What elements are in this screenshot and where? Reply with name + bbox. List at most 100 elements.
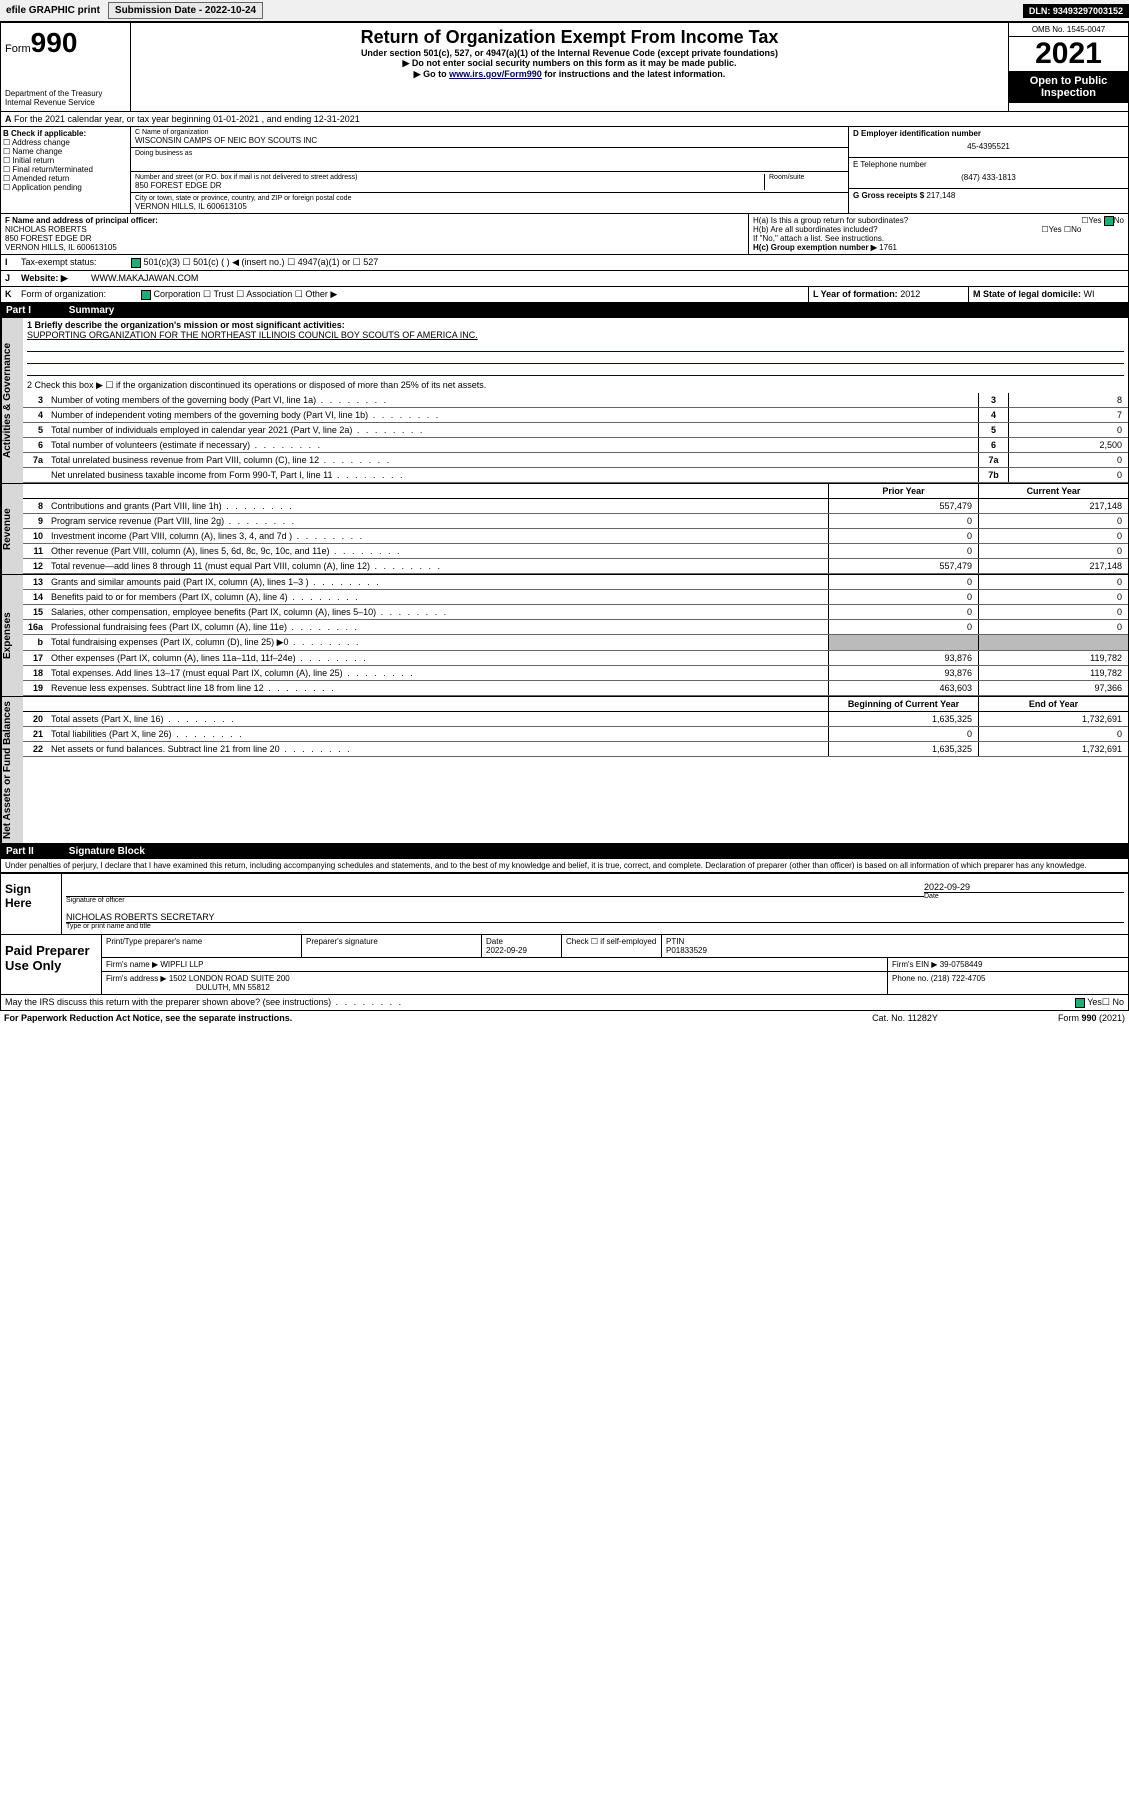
paid-header-row: Print/Type preparer's name Preparer's si…: [102, 935, 1128, 958]
row-num: 5: [23, 423, 47, 437]
data-row: 22 Net assets or fund balances. Subtract…: [23, 742, 1128, 757]
opt-501c3: 501(c)(3): [144, 257, 181, 267]
chk-corporation[interactable]: [141, 290, 151, 300]
efile-label[interactable]: efile GRAPHIC print: [0, 3, 106, 18]
instructions-link[interactable]: www.irs.gov/Form990: [449, 69, 542, 79]
h-note: If "No," attach a list. See instructions…: [753, 234, 1124, 243]
row-num: 8: [23, 499, 47, 513]
current-value: 0: [978, 727, 1128, 741]
row-num: b: [23, 635, 47, 650]
row-text: Total liabilities (Part X, line 26): [47, 727, 828, 741]
discuss-yes[interactable]: Yes: [1075, 997, 1102, 1008]
chk-label: Application pending: [12, 183, 82, 192]
chk-label: Amended return: [12, 174, 69, 183]
gov-row: 5 Total number of individuals employed i…: [23, 423, 1128, 438]
h-a-no-checkbox[interactable]: [1104, 216, 1114, 226]
discuss-yes-checkbox[interactable]: [1075, 998, 1085, 1008]
prep-date-label: Date: [486, 937, 503, 946]
beginning-year-header: Beginning of Current Year: [828, 697, 978, 711]
prior-value: 1,635,325: [828, 742, 978, 756]
firm-name-label: Firm's name ▶: [106, 960, 158, 969]
row-value: 2,500: [1008, 438, 1128, 452]
discuss-no[interactable]: ☐ No: [1102, 997, 1124, 1008]
row-num: 14: [23, 590, 47, 604]
chk-address-change[interactable]: ☐ Address change: [3, 138, 128, 147]
vtab-revenue: Revenue: [1, 484, 23, 574]
row-box: 5: [978, 423, 1008, 437]
part-1-title: Summary: [69, 305, 115, 316]
ein-label: D Employer identification number: [853, 129, 981, 138]
line-a-text: For the 2021 calendar year, or tax year …: [14, 114, 360, 124]
discuss-row: May the IRS discuss this return with the…: [0, 995, 1129, 1011]
row-num: 13: [23, 575, 47, 589]
form-word: Form: [5, 43, 31, 55]
form-footer-label: Form 990 (2021): [1005, 1013, 1125, 1023]
firm-ein-label: Firm's EIN ▶: [892, 960, 937, 969]
chk-initial-return[interactable]: ☐ Initial return: [3, 156, 128, 165]
current-value: 119,782: [978, 651, 1128, 665]
chk-final-return[interactable]: ☐ Final return/terminated: [3, 165, 128, 174]
prior-value: 0: [828, 575, 978, 589]
tel-value: (847) 433-1813: [853, 169, 1124, 186]
officer-sig-line: Signature of officer: [66, 896, 924, 904]
net-assets-body: Beginning of Current Year End of Year 20…: [23, 697, 1128, 843]
row-text: Benefits paid to or for members (Part IX…: [47, 590, 828, 604]
governance-body: 1 Briefly describe the organization's mi…: [23, 318, 1128, 483]
row-text: Total number of volunteers (estimate if …: [47, 438, 978, 452]
sign-here-body: Signature of officer 2022-09-29 Date NIC…: [61, 874, 1128, 934]
chk-name-change[interactable]: ☐ Name change: [3, 147, 128, 156]
sign-here-block: Sign Here Signature of officer 2022-09-2…: [0, 873, 1129, 935]
row-value: 8: [1008, 393, 1128, 407]
tax-year: 2021: [1009, 37, 1128, 71]
part-2-title: Signature Block: [69, 846, 145, 857]
firm-addr-label: Firm's address ▶: [106, 974, 167, 983]
prior-value: 557,479: [828, 559, 978, 573]
year-formation: 2012: [900, 289, 920, 299]
box-b-label: B Check if applicable:: [3, 129, 86, 138]
row-value: 0: [1008, 468, 1128, 482]
prep-date-cell: Date2022-09-29: [482, 935, 562, 957]
row-text: Contributions and grants (Part VIII, lin…: [47, 499, 828, 513]
data-row: 15 Salaries, other compensation, employe…: [23, 605, 1128, 620]
row-text: Number of voting members of the governin…: [47, 393, 978, 407]
row-text: Total fundraising expenses (Part IX, col…: [47, 635, 828, 650]
firm-phone-label: Phone no.: [892, 974, 928, 983]
year-footer: 2021: [1102, 1013, 1122, 1023]
yes-label: Yes: [1049, 225, 1062, 234]
tel-cell: E Telephone number (847) 433-1813: [849, 158, 1128, 189]
submission-date-button[interactable]: Submission Date - 2022-10-24: [108, 2, 263, 19]
header-left: Form990 Department of the Treasury Inter…: [1, 23, 131, 111]
prior-value: 0: [828, 514, 978, 528]
part-1-header: Part I Summary: [0, 303, 1129, 318]
row-num: 17: [23, 651, 47, 665]
chk-501c3[interactable]: [131, 258, 141, 268]
vtab-net-assets: Net Assets or Fund Balances: [1, 697, 23, 843]
firm-name-row: Firm's name ▶ WIPFLI LLP Firm's EIN ▶ 39…: [102, 958, 1128, 972]
row-text: Total assets (Part X, line 16): [47, 712, 828, 726]
expenses-section: Expenses 13 Grants and similar amounts p…: [0, 575, 1129, 697]
line-j: J Website: ▶ WWW.MAKAJAWAN.COM: [0, 271, 1129, 287]
org-name: WISCONSIN CAMPS OF NEIC BOY SCOUTS INC: [135, 136, 844, 145]
chk-label: Address change: [12, 138, 70, 147]
chk-label: Initial return: [12, 156, 54, 165]
h-c-row: H(c) Group exemption number ▶ 1761: [753, 243, 1124, 252]
opt-527: 527: [363, 257, 378, 267]
vtab-expenses: Expenses: [1, 575, 23, 696]
website-value[interactable]: WWW.MAKAJAWAN.COM: [87, 271, 202, 286]
ssn-warning: ▶ Do not enter social security numbers o…: [135, 58, 1004, 69]
sig-officer-label: Signature of officer: [66, 897, 125, 904]
prior-value: 0: [828, 727, 978, 741]
opt-other: Other ▶: [305, 289, 337, 299]
line-j-label: J: [1, 271, 17, 286]
current-value: 1,732,691: [978, 712, 1128, 726]
row-text: Professional fundraising fees (Part IX, …: [47, 620, 828, 634]
chk-application-pending[interactable]: ☐ Application pending: [3, 183, 128, 192]
firm-addr2: DULUTH, MN 55812: [196, 983, 270, 992]
firm-name-cell: Firm's name ▶ WIPFLI LLP: [102, 958, 888, 971]
box-f: F Name and address of principal officer:…: [1, 214, 748, 254]
cat-number: Cat. No. 11282Y: [805, 1013, 1005, 1023]
org-name-label: C Name of organization: [135, 129, 844, 136]
data-row: 20 Total assets (Part X, line 16) 1,635,…: [23, 712, 1128, 727]
form-title: Return of Organization Exempt From Incom…: [135, 27, 1004, 48]
chk-amended-return[interactable]: ☐ Amended return: [3, 174, 128, 183]
